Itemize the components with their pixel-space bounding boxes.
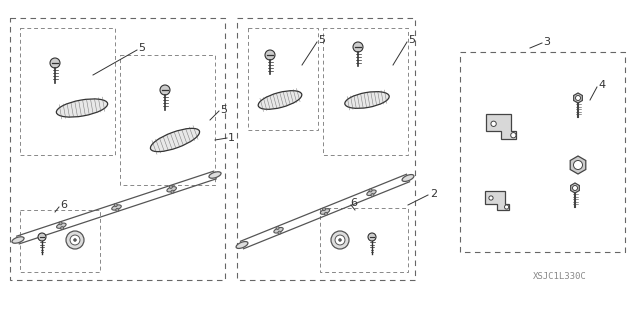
Circle shape xyxy=(66,231,84,249)
Ellipse shape xyxy=(12,237,24,243)
Ellipse shape xyxy=(56,99,108,117)
Bar xyxy=(460,52,625,252)
Ellipse shape xyxy=(274,227,283,233)
Circle shape xyxy=(575,95,580,100)
Bar xyxy=(248,28,318,130)
Bar xyxy=(120,55,215,185)
Circle shape xyxy=(171,190,174,193)
Bar xyxy=(323,28,408,155)
Polygon shape xyxy=(570,156,586,174)
Text: 6: 6 xyxy=(60,200,67,210)
Text: 5: 5 xyxy=(408,35,415,45)
Bar xyxy=(10,18,225,280)
Circle shape xyxy=(160,85,170,95)
Circle shape xyxy=(324,212,328,215)
Circle shape xyxy=(61,226,63,230)
Ellipse shape xyxy=(402,174,414,182)
Text: 4: 4 xyxy=(598,80,605,90)
Circle shape xyxy=(170,185,172,189)
Ellipse shape xyxy=(345,92,389,108)
Text: XSJC1L330C: XSJC1L330C xyxy=(533,272,587,281)
Text: 6: 6 xyxy=(350,198,357,208)
Circle shape xyxy=(369,189,372,192)
Polygon shape xyxy=(486,114,516,139)
Ellipse shape xyxy=(367,190,376,196)
Ellipse shape xyxy=(236,241,248,249)
Circle shape xyxy=(38,233,46,241)
Circle shape xyxy=(353,42,363,52)
Text: 5: 5 xyxy=(318,35,325,45)
Bar xyxy=(320,208,408,272)
Text: 5: 5 xyxy=(220,105,227,115)
Circle shape xyxy=(265,50,275,60)
Circle shape xyxy=(50,58,60,68)
Circle shape xyxy=(116,208,119,211)
Ellipse shape xyxy=(321,209,330,214)
Ellipse shape xyxy=(258,91,302,109)
Circle shape xyxy=(70,235,80,245)
Circle shape xyxy=(59,222,62,225)
Polygon shape xyxy=(573,93,582,103)
Ellipse shape xyxy=(167,187,177,192)
Circle shape xyxy=(371,194,374,197)
Circle shape xyxy=(511,132,516,138)
Circle shape xyxy=(573,186,577,190)
Bar xyxy=(20,28,115,155)
Circle shape xyxy=(74,239,76,241)
Ellipse shape xyxy=(209,172,221,178)
Circle shape xyxy=(504,205,509,209)
Text: 3: 3 xyxy=(543,37,550,47)
Circle shape xyxy=(331,231,349,249)
Bar xyxy=(237,18,415,280)
Bar xyxy=(20,210,100,272)
Circle shape xyxy=(339,239,341,241)
Ellipse shape xyxy=(150,128,200,152)
Polygon shape xyxy=(571,183,579,193)
Circle shape xyxy=(276,226,279,229)
Polygon shape xyxy=(485,190,509,210)
Circle shape xyxy=(335,235,345,245)
Text: 1: 1 xyxy=(228,133,235,143)
Ellipse shape xyxy=(112,205,121,210)
Circle shape xyxy=(368,233,376,241)
Text: 5: 5 xyxy=(138,43,145,53)
Circle shape xyxy=(114,204,117,207)
Circle shape xyxy=(323,208,326,211)
Circle shape xyxy=(491,121,496,126)
Circle shape xyxy=(573,160,582,169)
Ellipse shape xyxy=(56,223,66,228)
Circle shape xyxy=(278,231,281,234)
Circle shape xyxy=(489,196,493,200)
Text: 2: 2 xyxy=(430,189,437,199)
